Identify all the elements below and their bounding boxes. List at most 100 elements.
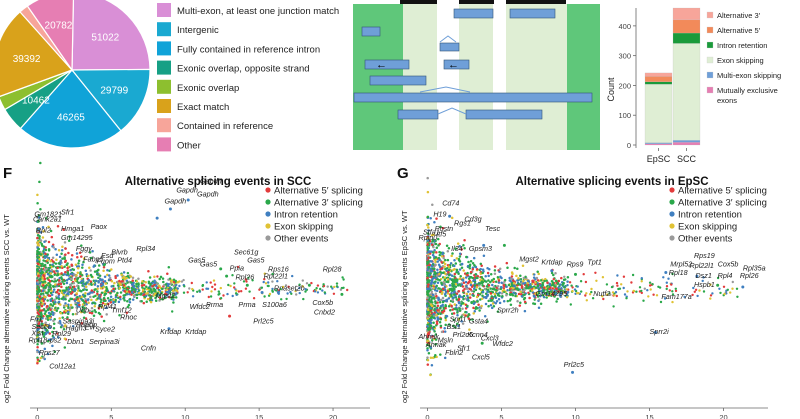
scatter-point xyxy=(97,311,101,315)
scatter-point xyxy=(585,292,588,295)
scatter-point xyxy=(452,296,455,299)
scatter-point xyxy=(56,225,60,228)
scatter-point xyxy=(468,266,472,270)
scatter-point xyxy=(102,319,106,323)
scatter-point xyxy=(462,281,466,284)
scatter-point xyxy=(77,262,80,265)
scatter-point xyxy=(640,277,643,280)
legend-label: Other events xyxy=(678,233,733,244)
scatter-point xyxy=(490,279,494,282)
scatter-point xyxy=(542,290,545,293)
scatter-point xyxy=(36,236,39,240)
scatter-point xyxy=(460,266,464,270)
scatter-point xyxy=(280,298,283,301)
ref-exon-2 xyxy=(459,0,494,4)
scatter-point xyxy=(210,290,213,293)
scatter-point xyxy=(102,269,105,272)
scatter-point xyxy=(731,280,734,284)
y-tick-label: 200 xyxy=(618,81,631,90)
scatter-point xyxy=(58,319,62,323)
scatter-point xyxy=(82,316,86,320)
scatter-point xyxy=(49,338,53,341)
scatter-point xyxy=(149,288,152,291)
scatter-point xyxy=(209,295,213,298)
scatter-point xyxy=(112,289,115,292)
scatter-point xyxy=(263,278,266,281)
scatter-point xyxy=(69,303,73,307)
scatter-point xyxy=(516,267,519,270)
scatter-point xyxy=(435,322,439,326)
scatter-point xyxy=(46,308,50,311)
gene-label: Sec6b xyxy=(31,322,51,331)
scatter-point xyxy=(46,340,50,343)
gene-label: Col12a1 xyxy=(49,362,76,371)
scatter-point xyxy=(492,285,496,289)
scatter-point xyxy=(63,337,67,341)
scatter-point xyxy=(95,272,99,276)
scatter-point xyxy=(594,271,597,274)
stacked-bar-legend: Alternative 3′Alternative 5′Intron reten… xyxy=(706,11,781,105)
scatter-point xyxy=(90,312,94,315)
scatter-point xyxy=(436,301,439,304)
scatter-point xyxy=(433,272,436,275)
legend-dot xyxy=(669,211,675,217)
gene-label: Gm14295 xyxy=(61,233,94,242)
scatter-point xyxy=(40,325,43,328)
scatter-point xyxy=(78,289,82,292)
highlight-point xyxy=(155,216,159,220)
pie-slice-label: 20782 xyxy=(45,21,73,32)
scatter-point xyxy=(304,290,307,293)
gene-label: Prma xyxy=(238,300,255,309)
scatter-point xyxy=(70,288,74,291)
scatter-point xyxy=(711,292,714,295)
scatter-point xyxy=(45,270,48,274)
scatter-point xyxy=(51,304,54,307)
scatter-point xyxy=(458,268,462,271)
scatter-point xyxy=(104,302,107,306)
scatter-point xyxy=(443,258,447,262)
x-tick-label: SCC xyxy=(677,154,697,164)
scatter-point xyxy=(557,279,561,283)
scatter-point xyxy=(182,278,185,282)
scatter-point xyxy=(160,291,163,295)
scatter-point xyxy=(92,279,96,283)
highlight-point xyxy=(571,370,575,374)
scatter-point xyxy=(285,297,288,301)
scatter-point xyxy=(565,296,569,299)
scatter-point xyxy=(57,292,61,295)
scatter-point xyxy=(158,284,161,288)
scatter-point xyxy=(91,301,95,304)
scatter-point xyxy=(62,304,66,307)
scatter-point xyxy=(310,281,313,285)
gene-label: Cox5b xyxy=(312,298,333,307)
scatter-point xyxy=(73,285,76,289)
scatter-point xyxy=(429,267,432,271)
scatter-point xyxy=(651,283,654,286)
ref-exon-1 xyxy=(400,0,437,4)
scatter-point xyxy=(145,285,148,288)
scatter-point xyxy=(116,291,119,295)
scatter-point xyxy=(37,274,40,278)
scatter-point xyxy=(474,288,478,292)
scatter-point xyxy=(80,309,84,313)
scatter-point xyxy=(52,336,56,339)
scatter-point xyxy=(468,328,471,331)
scatter-point xyxy=(426,347,429,350)
scatter-point xyxy=(510,275,514,278)
scatter-point xyxy=(49,308,52,312)
scatter-point xyxy=(48,275,52,278)
scatter-point xyxy=(119,297,122,301)
scatter-point xyxy=(665,281,668,284)
scatter-point xyxy=(495,289,498,292)
scatter-point xyxy=(69,272,73,276)
scatter-point xyxy=(469,270,473,274)
scatter-point xyxy=(462,294,466,298)
scatter-point xyxy=(37,262,40,266)
scatter-point xyxy=(556,282,560,285)
scatter-point xyxy=(213,288,217,291)
y-axis-title: Count xyxy=(606,77,616,102)
scatter-point xyxy=(166,284,170,288)
scatter-point xyxy=(484,275,487,278)
scatter-point xyxy=(476,300,479,303)
gene-label: Spp1 xyxy=(450,315,467,324)
